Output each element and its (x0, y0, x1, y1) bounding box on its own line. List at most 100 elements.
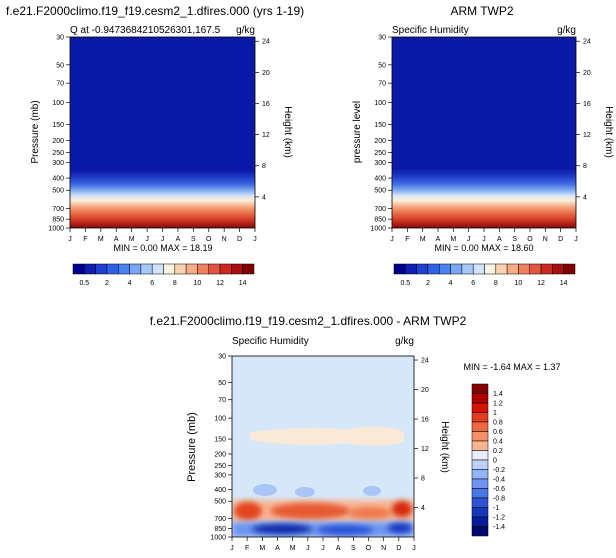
negative-anomaly (253, 484, 277, 496)
colorbar-swatch (151, 263, 164, 275)
colorbar-label: 14 (560, 280, 568, 287)
axes: 30 50 70 100 150 200 250 300 400 500 700 850 1000 24 2… (48, 35, 269, 244)
x-tick-label: O (366, 545, 372, 552)
colorbar-swatch (471, 497, 489, 508)
y2-tick-label: 16 (583, 101, 591, 108)
y-tick-label: 500 (214, 499, 226, 506)
y-tick-label: 100 (214, 416, 226, 423)
colorbar-swatch (518, 263, 530, 275)
colorbar-swatch (174, 263, 187, 275)
x-tick-label: A (436, 236, 441, 243)
colorbar-swatch (495, 263, 508, 275)
colorbar-swatch (72, 263, 85, 275)
panel-model: f.e21.F2000climo.f19_f19.cesm2_1.dfires.… (6, 4, 304, 287)
colorbar-swatch (471, 488, 489, 499)
panel-units: g/kg (557, 25, 576, 36)
y-tick-label: 150 (52, 122, 64, 129)
y-tick-label: 150 (214, 437, 226, 444)
colorbar-label: -1.4 (493, 524, 505, 531)
x-tick-label: A (176, 236, 181, 243)
x-tick-label: A (275, 545, 280, 552)
colorbar-label: 4 (449, 280, 453, 287)
y2-tick-label: 20 (262, 70, 270, 77)
colorbar-label: 0 (493, 458, 497, 465)
y2-tick-label: 12 (583, 132, 591, 139)
x-tick-label: D (558, 236, 563, 243)
colorbar: 0.5 2 4 6 8 10 12 14 (393, 263, 576, 287)
axes: 30 50 70 100 150 200 250 300 400 500 700 850 1000 24 2… (210, 354, 428, 553)
x-tick-label: J (230, 545, 234, 552)
y-tick-label: 200 (52, 138, 64, 145)
colorbar-label: 12 (537, 280, 545, 287)
colorbar-swatch (471, 440, 489, 451)
panel-subtitle-left: Q at -0.9473684210526301,167.5 (70, 25, 221, 36)
colorbar: 1.4 1.2 1 0.8 0.6 0.4 0.2 0 -0.2 -0.4 -0.6 -0.8 -1 -1… (471, 383, 505, 537)
y-tick-label: 850 (374, 217, 386, 224)
min-max-readout: MIN = -1.64 MAX = 1.37 (463, 362, 560, 372)
colorbar-swatch (506, 263, 519, 275)
colorbar-swatch (471, 469, 489, 480)
y-tick-label: 30 (218, 354, 226, 361)
x-tick-label: M (290, 545, 296, 552)
y-tick-label: 400 (374, 176, 386, 183)
colorbar-label: 0.6 (493, 429, 503, 436)
colorbar-swatch (471, 402, 489, 413)
x-tick-label: J (321, 545, 325, 552)
x-tick-label: S (191, 236, 196, 243)
y2-tick-label: 24 (421, 358, 429, 365)
colorbar-swatch (471, 383, 489, 394)
y-tick-label: 50 (218, 380, 226, 387)
y-tick-label: 70 (56, 81, 64, 88)
heatmap-field (392, 37, 576, 228)
colorbar-swatch (471, 412, 489, 423)
x-tick-label: M (420, 236, 426, 243)
colorbar-label: -0.6 (493, 486, 505, 493)
colorbar-swatch (219, 263, 232, 275)
y-tick-label: 1000 (210, 535, 226, 542)
y2-tick-label: 4 (421, 505, 425, 512)
negative-anomaly (363, 486, 381, 496)
panel-units: g/kg (236, 25, 255, 36)
y-tick-label: 30 (378, 35, 386, 42)
colorbar-swatch (563, 263, 576, 275)
y2-tick-label: 12 (262, 132, 270, 139)
negative-anomaly-core (252, 524, 312, 534)
colorbar-swatch (471, 393, 489, 404)
y2-tick-label: 8 (421, 476, 425, 483)
x-tick-label: J (482, 236, 486, 243)
y-tick-label: 50 (56, 62, 64, 69)
x-tick-label: D (396, 545, 401, 552)
positive-anomaly-band (250, 426, 404, 446)
x-tick-label: J (412, 545, 416, 552)
y2-tick-label: 8 (583, 163, 587, 170)
colorbar-swatch (471, 516, 489, 527)
colorbar-label: 0.8 (493, 420, 503, 427)
x-tick-label: M (450, 236, 456, 243)
y-tick-label: 100 (52, 100, 64, 107)
y-tick-label: 850 (214, 526, 226, 533)
x-tick-label: J (467, 236, 471, 243)
colorbar-swatch (84, 263, 96, 275)
x-tick-label: N (222, 236, 227, 243)
x-tick-label: J (145, 236, 149, 243)
panel-title: f.e21.F2000climo.f19_f19.cesm2_1.dfires.… (150, 314, 467, 328)
y2-tick-label: 16 (421, 417, 429, 424)
x-tick-label: J (68, 236, 72, 243)
x-tick-label: O (527, 236, 533, 243)
colorbar-swatch (163, 263, 176, 275)
x-tick-label: S (512, 236, 517, 243)
x-tick-label: A (114, 236, 119, 243)
y-tick-label: 30 (56, 35, 64, 42)
colorbar-label: 2 (105, 280, 109, 287)
positive-anomaly-core (392, 501, 412, 517)
y2-tick-label: 12 (421, 446, 429, 453)
x-tick-label: M (98, 236, 104, 243)
x-tick-label: F (405, 236, 409, 243)
panel-subtitle-left: Specific Humidity (232, 336, 309, 347)
x-tick-label: M (129, 236, 135, 243)
colorbar-swatch (106, 263, 119, 275)
y-tick-label: 500 (374, 188, 386, 195)
colorbar-swatch (471, 459, 489, 470)
panel-difference: f.e21.F2000climo.f19_f19.cesm2_1.dfires.… (150, 314, 561, 552)
y2-tick-label: 4 (583, 194, 587, 201)
